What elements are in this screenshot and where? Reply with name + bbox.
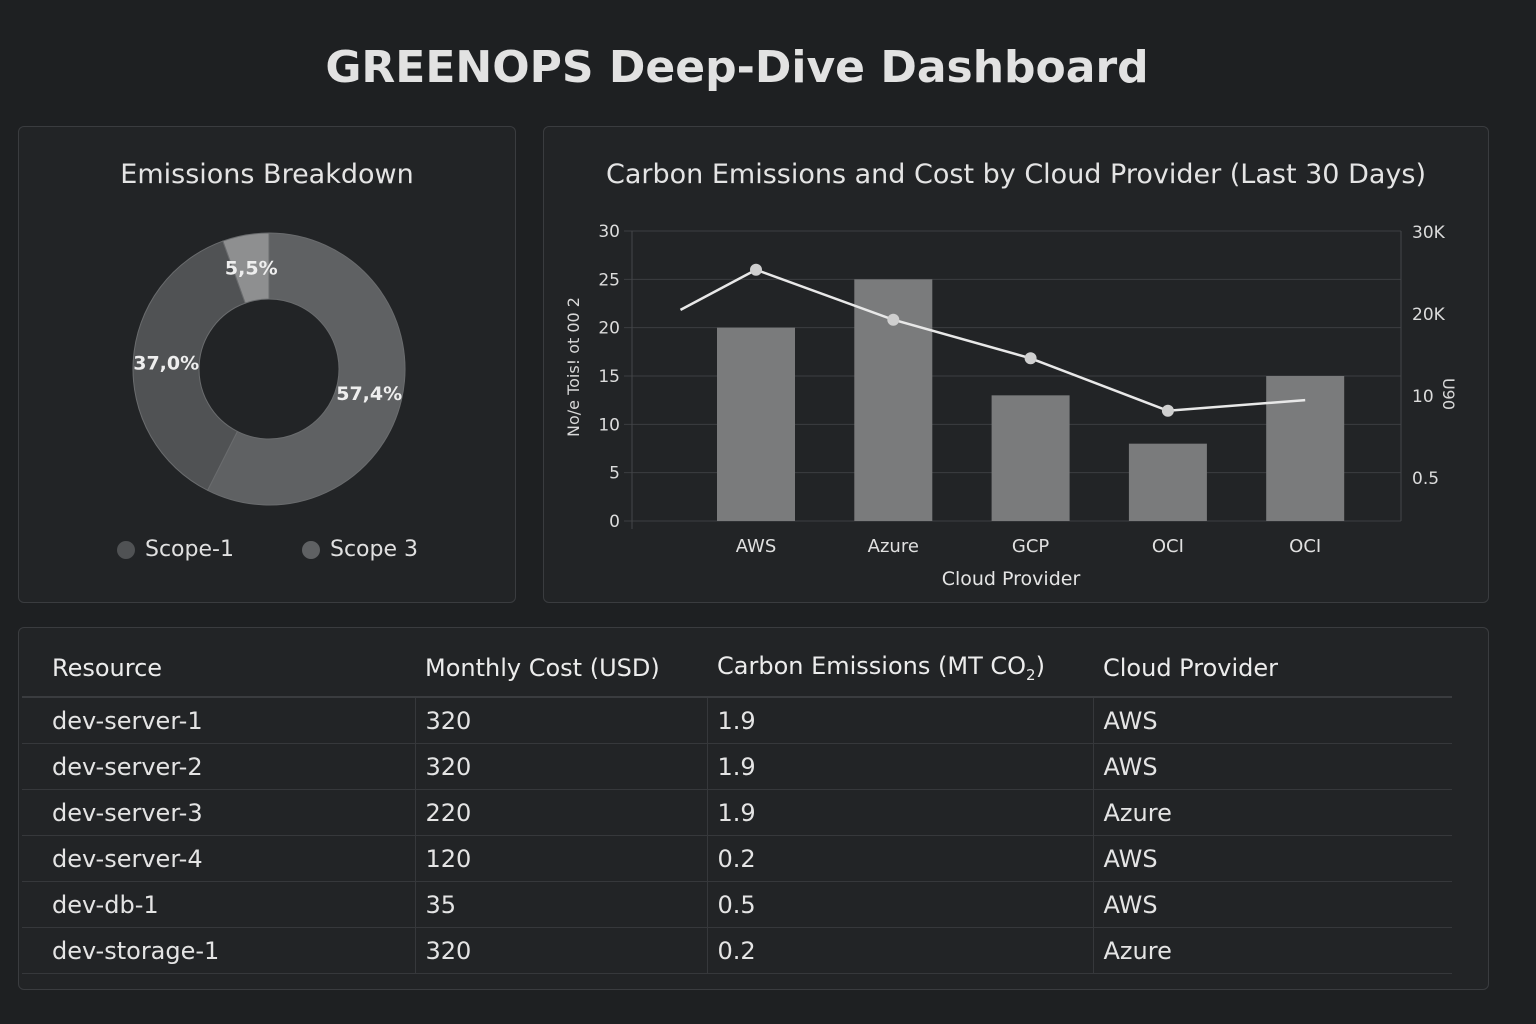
slice-label: 57,4% xyxy=(336,383,402,405)
cell-cloud-provider: AWS xyxy=(1092,835,1452,882)
y-axis-label: No/e Tois! ot 00 2 xyxy=(564,297,583,437)
x-tick-label: OCI xyxy=(1289,536,1321,557)
line-point xyxy=(887,313,900,326)
table-header-row: Resource Monthly Cost (USD) Carbon Emiss… xyxy=(22,640,1452,698)
cell-resource: dev-server-2 xyxy=(22,743,415,790)
y-tick-label: 5 xyxy=(609,464,620,484)
cell-carbon-emissions: 0.2 xyxy=(706,927,1093,974)
cell-resource: dev-server-1 xyxy=(22,697,415,744)
cell-cloud-provider: AWS xyxy=(1092,743,1452,790)
cell-resource: dev-server-3 xyxy=(22,789,415,836)
cloud-provider-chart-panel: Carbon Emissions and Cost by Cloud Provi… xyxy=(543,126,1489,603)
cell-resource: dev-db-1 xyxy=(22,881,415,928)
legend-label: Scope 3 xyxy=(330,537,419,562)
cell-cloud-provider: Azure xyxy=(1092,789,1452,836)
cell-carbon-emissions: 1.9 xyxy=(706,743,1093,790)
y2-tick-label: 0.5 xyxy=(1412,469,1439,489)
page-title: GREENOPS Deep-Dive Dashboard xyxy=(325,42,1149,93)
donut-slice xyxy=(206,232,406,506)
bar xyxy=(1266,376,1345,521)
cell-carbon-emissions: 1.9 xyxy=(706,789,1093,836)
x-tick-label: GCP xyxy=(1012,536,1050,557)
header-subscript: 2 xyxy=(1026,665,1036,684)
cell-monthly-cost: 320 xyxy=(414,927,707,974)
header-carbon-emissions: Carbon Emissions (MT CO2) xyxy=(707,640,1093,698)
x-tick-label: Azure xyxy=(868,536,919,557)
legend-label: Scope-1 xyxy=(145,537,234,562)
table-row: dev-server-3 220 1.9 Azure xyxy=(22,789,1452,836)
slice-label: 5,5% xyxy=(225,258,278,280)
y2-tick-label: 30K xyxy=(1412,223,1446,243)
cell-monthly-cost: 220 xyxy=(414,789,707,836)
header-resource: Resource xyxy=(22,640,415,698)
line-point xyxy=(1024,352,1037,365)
y2-tick-label: 10 xyxy=(1412,387,1434,407)
donut-slice xyxy=(132,240,246,492)
y-tick-label: 10 xyxy=(598,415,620,435)
emissions-breakdown-panel: Emissions Breakdown 57,4% 37,0% 5,5% Scope… xyxy=(18,126,516,603)
header-cloud-provider: Cloud Provider xyxy=(1093,640,1452,698)
y-tick-label: 0 xyxy=(609,512,620,532)
legend-swatch xyxy=(117,540,135,559)
line-point xyxy=(750,263,762,276)
cell-carbon-emissions: 1.9 xyxy=(706,697,1093,744)
cell-carbon-emissions: 0.2 xyxy=(706,835,1093,882)
slice-label: 37,0% xyxy=(133,353,199,375)
table-row: dev-db-1 35 0.5 AWS xyxy=(22,881,1452,928)
donut-chart: 57,4% 37,0% 5,5% xyxy=(132,232,406,506)
table-row: dev-storage-1 320 0.2 Azure xyxy=(22,927,1452,974)
cell-carbon-emissions: 0.5 xyxy=(706,881,1093,928)
y-tick-label: 30 xyxy=(598,222,620,242)
x-tick-label: OCI xyxy=(1152,536,1184,557)
cost-line xyxy=(679,268,1306,413)
y-tick-label: 25 xyxy=(598,270,620,290)
y-tick-label: 20 xyxy=(598,319,620,339)
cell-resource: dev-server-4 xyxy=(22,835,415,882)
cell-monthly-cost: 320 xyxy=(414,697,707,744)
donut-slice xyxy=(222,232,270,304)
cell-resource: dev-storage-1 xyxy=(22,927,415,974)
cell-monthly-cost: 120 xyxy=(414,835,707,882)
resources-table: Resource Monthly Cost (USD) Carbon Emiss… xyxy=(22,640,1452,974)
legend-item-scope-1: Scope-1 xyxy=(117,537,234,562)
table-row: dev-server-1 320 1.9 AWS xyxy=(22,697,1452,744)
y2-axis-label: U90 xyxy=(1439,378,1458,410)
x-tick-label: AWS xyxy=(736,536,777,557)
bar-line-chart: 0 5 10 15 20 25 30 30K 20K 10 0.5 AWS Azure GCP OCI OCI… xyxy=(564,222,1458,590)
cell-cloud-provider: AWS xyxy=(1092,697,1452,744)
bar xyxy=(717,327,795,521)
cell-monthly-cost: 35 xyxy=(414,881,707,928)
table-row: dev-server-2 320 1.9 AWS xyxy=(22,743,1452,790)
legend-swatch xyxy=(302,540,320,559)
header-text-close: ) xyxy=(1035,652,1045,681)
table-row: dev-server-4 120 0.2 AWS xyxy=(22,835,1452,882)
legend-item-scope-3: Scope 3 xyxy=(302,537,418,562)
bar xyxy=(991,395,1070,521)
cell-monthly-cost: 320 xyxy=(414,743,707,790)
cloud-chart-title: Carbon Emissions and Cost by Cloud Provi… xyxy=(606,159,1426,190)
header-monthly-cost: Monthly Cost (USD) xyxy=(415,640,707,698)
line-point xyxy=(1161,404,1174,417)
emissions-breakdown-title: Emissions Breakdown xyxy=(120,159,414,190)
cell-cloud-provider: AWS xyxy=(1092,881,1452,928)
y2-tick-label: 20K xyxy=(1412,305,1446,325)
cell-cloud-provider: Azure xyxy=(1092,927,1452,974)
header-text: Carbon Emissions (MT CO xyxy=(717,652,1027,681)
y-tick-label: 15 xyxy=(598,367,620,387)
x-axis-label: Cloud Provider xyxy=(942,568,1081,590)
bar xyxy=(1128,443,1207,521)
